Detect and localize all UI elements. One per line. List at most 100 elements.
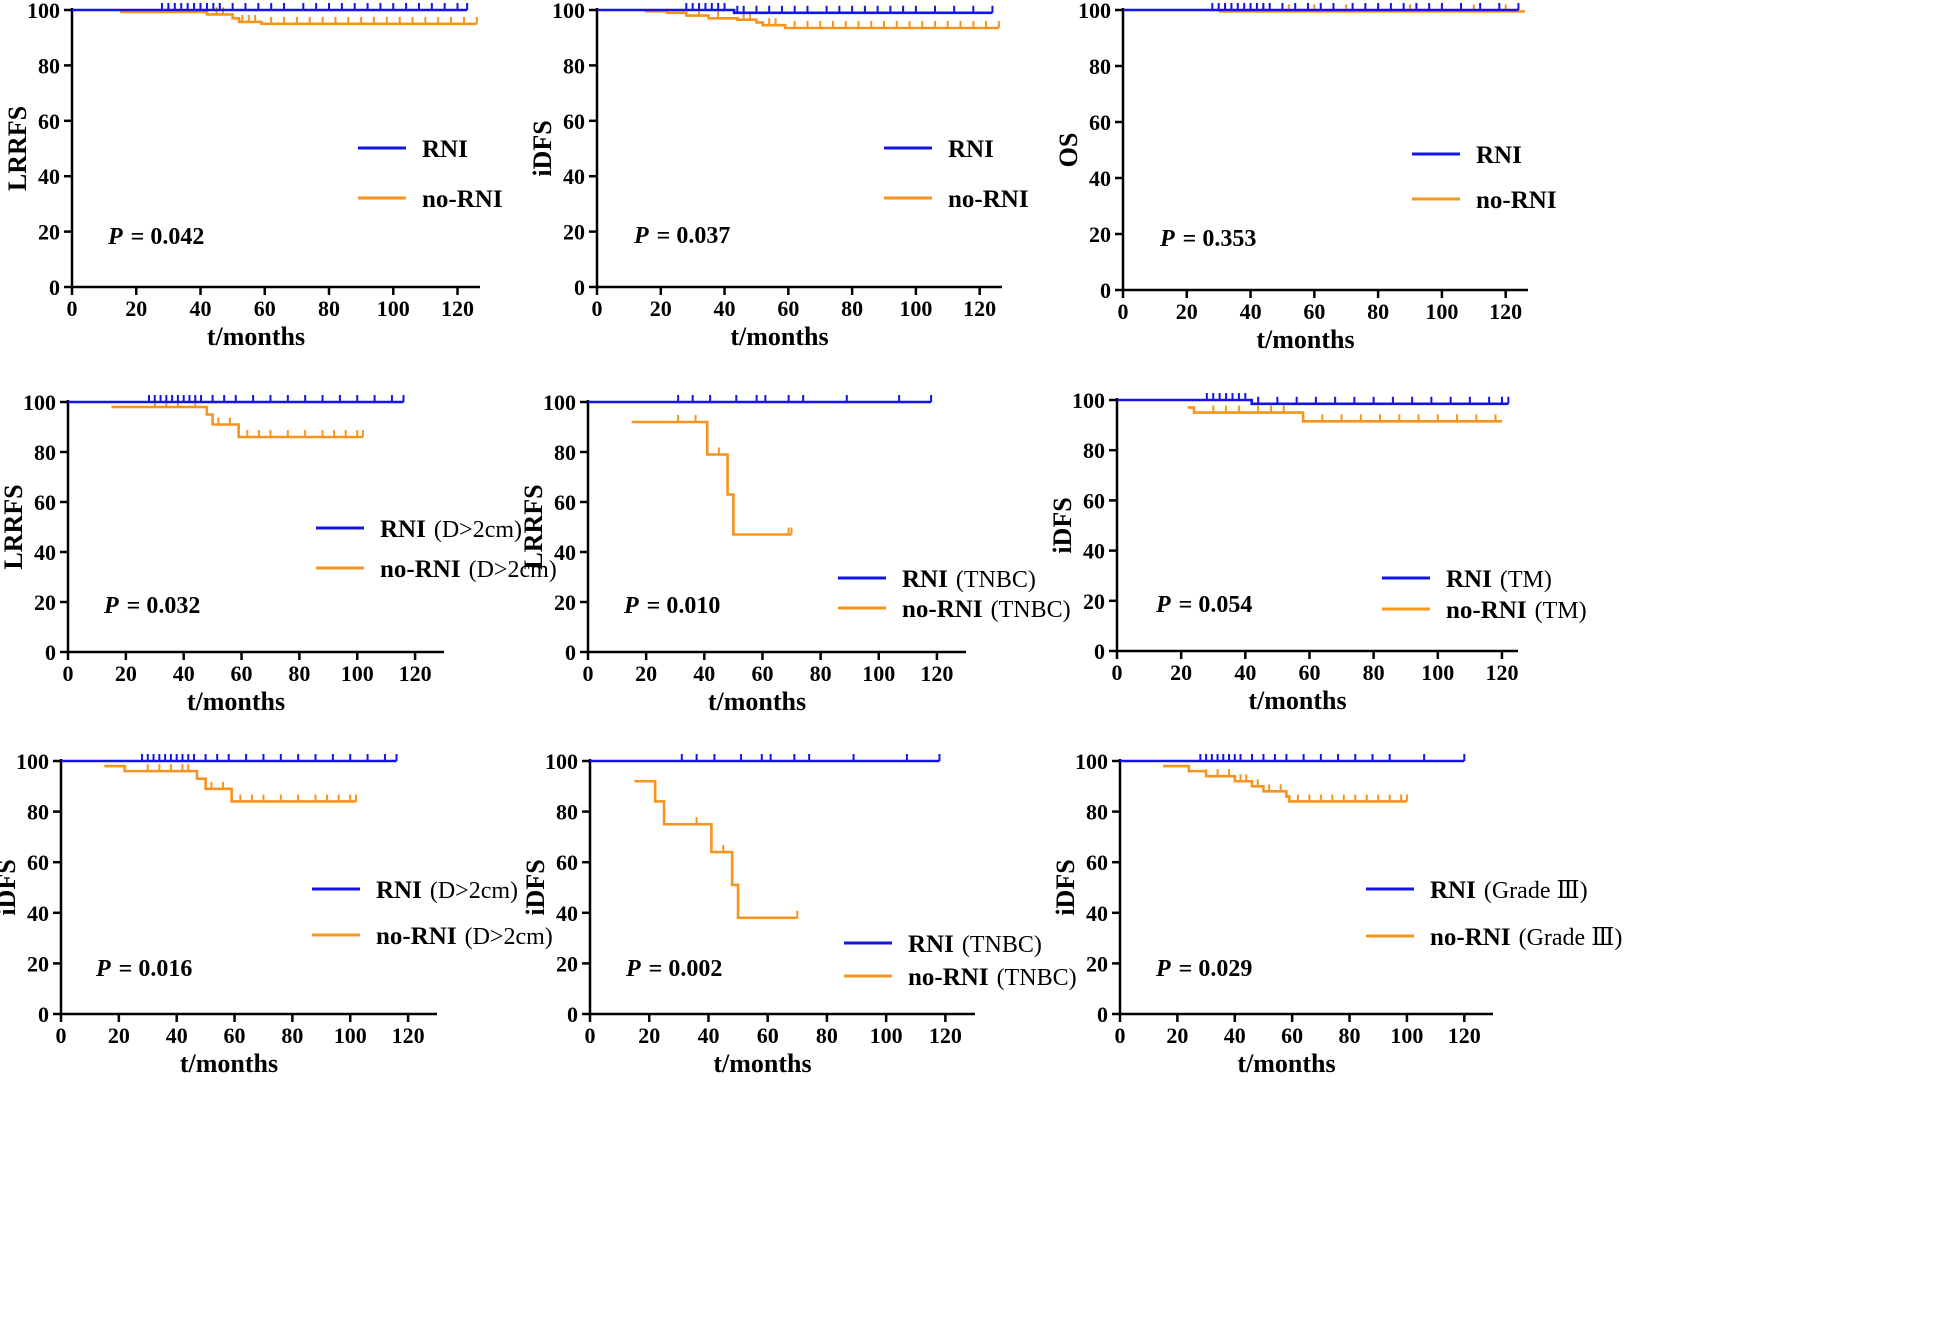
x-tick-label: 60	[224, 1023, 246, 1048]
y-tick-label: 60	[34, 490, 56, 515]
km-panel-9: 0 20 40 60 80 100 0 20 40 60 80 100 120 iDFS t/months R…	[1051, 749, 1946, 1328]
y-tick-label: 80	[1089, 54, 1111, 79]
x-tick-label: 0	[592, 296, 603, 321]
x-axis-title: t/months	[730, 322, 828, 351]
p-value-annotation: P = 0.010	[623, 593, 720, 619]
x-tick-label: 100	[870, 1023, 903, 1048]
x-tick-label: 60	[777, 296, 799, 321]
no-rni-legend-subgroup: (D>2cm)	[469, 557, 557, 583]
x-tick-label: 40	[693, 661, 715, 686]
x-tick-label: 60	[757, 1023, 779, 1048]
p-value-annotation: P = 0.054	[1155, 592, 1252, 618]
no-rni-legend-label: no-RNI	[422, 186, 503, 213]
no-rni-survival-curve	[104, 764, 357, 803]
p-value: = 0.042	[131, 224, 205, 250]
y-axis-title: LRRFS	[3, 106, 32, 191]
x-tick-label: 20	[1166, 1023, 1188, 1048]
y-tick-label: 60	[1089, 110, 1111, 135]
km-plot-idfs-tm: 0 20 40 60 80 100 0 20 40 60 80 100 120 iDFS t/months R…	[1048, 388, 1587, 715]
y-tick-label: 60	[27, 850, 49, 875]
y-axis-title: iDFS	[0, 859, 21, 915]
x-tick-label: 60	[254, 296, 276, 321]
x-tick-label: 120	[920, 661, 953, 686]
x-tick-label: 80	[1339, 1023, 1361, 1048]
y-tick-label: 100	[23, 390, 56, 415]
km-panel-3: 0 20 40 60 80 100 0 20 40 60 80 100 120 OS t/months RNI…	[1054, 0, 1946, 440]
rni-legend-label: RNI	[908, 931, 954, 958]
y-axis-title: iDFS	[1048, 497, 1077, 553]
no-rni-legend-subgroup: (D>2cm)	[465, 924, 553, 950]
rni-legend-label: RNI	[948, 136, 994, 163]
x-axis-title: t/months	[180, 1049, 278, 1078]
x-tick-label: 40	[1224, 1023, 1246, 1048]
rni-legend-label: RNI	[1446, 566, 1492, 593]
no-rni-legend-subgroup: (TNBC)	[997, 965, 1077, 991]
no-rni-legend-subgroup: (TNBC)	[991, 597, 1071, 623]
x-tick-label: 60	[231, 661, 253, 686]
y-tick-label: 80	[1086, 800, 1108, 825]
y-tick-label: 20	[1086, 951, 1108, 976]
km-panel-5: 0 20 40 60 80 100 0 20 40 60 80 100 120 LRRFS t/months…	[519, 390, 1293, 880]
y-tick-label: 60	[38, 109, 60, 134]
p-value-annotation: P = 0.353	[1159, 226, 1256, 252]
no-rni-legend-label: no-RNI	[376, 923, 457, 950]
y-tick-label: 40	[556, 901, 578, 926]
x-tick-label: 20	[115, 661, 137, 686]
x-tick-label: 120	[1489, 299, 1522, 324]
rni-legend-subgroup: (TNBC)	[962, 932, 1042, 958]
km-panel-2: 0 20 40 60 80 100 0 20 40 60 80 100 120 iDFS t/months R…	[528, 0, 1293, 440]
y-tick-label: 80	[1083, 438, 1105, 463]
p-value: = 0.032	[127, 593, 201, 619]
y-tick-label: 40	[554, 540, 576, 565]
p-value: = 0.002	[649, 956, 723, 982]
y-tick-label: 80	[554, 440, 576, 465]
p-value: = 0.010	[647, 593, 721, 619]
x-tick-label: 20	[1170, 660, 1192, 685]
y-tick-label: 40	[563, 164, 585, 189]
km-panel-7: 0 20 40 60 80 100 0 20 40 60 80 100 120 iDFS t/months R…	[0, 749, 640, 1328]
x-tick-label: 40	[190, 296, 212, 321]
rni-legend-subgroup: (TNBC)	[956, 567, 1036, 593]
y-tick-label: 80	[556, 800, 578, 825]
p-value: = 0.016	[119, 956, 193, 982]
no-rni-legend-label: no-RNI	[902, 596, 983, 623]
x-tick-label: 60	[1298, 660, 1320, 685]
x-tick-label: 80	[288, 661, 310, 686]
x-tick-label: 0	[1118, 299, 1129, 324]
rni-legend-subgroup: (Grade Ⅲ)	[1484, 878, 1588, 904]
rni-legend-label: RNI	[422, 136, 468, 163]
p-symbol: P	[107, 224, 123, 250]
no-rni-legend-label: no-RNI	[1446, 597, 1527, 624]
rni-legend-subgroup: (D>2cm)	[430, 878, 518, 904]
x-axis-title: t/months	[207, 322, 305, 351]
y-tick-label: 0	[565, 640, 576, 665]
km-panel-8: 0 20 40 60 80 100 0 20 40 60 80 100 120 iDFS t/months R…	[521, 749, 1293, 1328]
no-rni-survival-curve	[1163, 764, 1407, 803]
x-tick-label: 0	[1115, 1023, 1126, 1048]
y-axis-title: LRRFS	[0, 484, 28, 569]
x-axis-title: t/months	[1237, 1049, 1335, 1078]
x-tick-label: 120	[963, 296, 996, 321]
y-tick-label: 0	[1094, 639, 1105, 664]
y-tick-label: 0	[1100, 278, 1111, 303]
x-tick-label: 80	[816, 1023, 838, 1048]
km-panel-6: 0 20 40 60 80 100 0 20 40 60 80 100 120 iDFS t/months R…	[1048, 388, 1946, 880]
y-tick-label: 100	[1075, 749, 1108, 774]
y-tick-label: 60	[1086, 850, 1108, 875]
y-tick-label: 100	[16, 749, 49, 774]
y-tick-label: 20	[27, 951, 49, 976]
y-tick-label: 100	[1078, 0, 1111, 23]
y-tick-label: 0	[38, 1002, 49, 1027]
p-symbol: P	[1159, 226, 1175, 252]
p-value-annotation: P = 0.037	[633, 223, 730, 249]
y-tick-label: 80	[38, 53, 60, 78]
x-tick-label: 80	[1367, 299, 1389, 324]
x-tick-label: 80	[841, 296, 863, 321]
rni-survival-curve	[1117, 398, 1509, 406]
x-tick-label: 0	[583, 661, 594, 686]
no-rni-survival-curve	[644, 10, 999, 30]
x-tick-label: 100	[334, 1023, 367, 1048]
p-symbol: P	[1155, 956, 1171, 982]
y-axis-title: iDFS	[1051, 859, 1080, 915]
p-value: = 0.054	[1179, 592, 1253, 618]
